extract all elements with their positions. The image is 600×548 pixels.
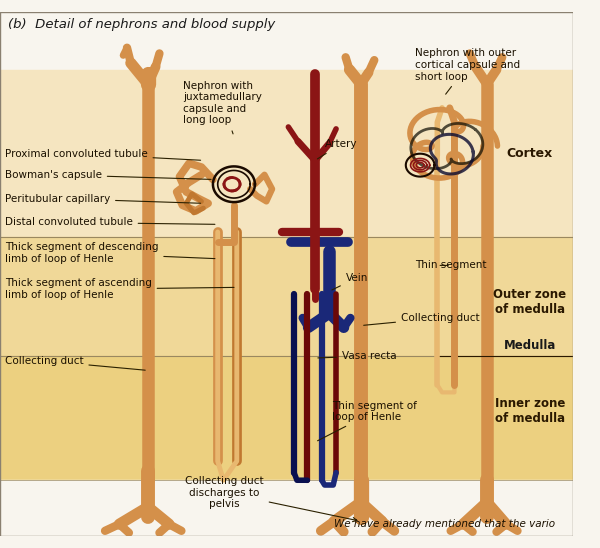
Text: Inner zone
of medulla: Inner zone of medulla [495,397,565,425]
Text: Peritubular capillary: Peritubular capillary [5,193,200,203]
Text: Collecting duct: Collecting duct [5,356,145,370]
Text: Collecting duct: Collecting duct [364,313,479,326]
Text: Medulla: Medulla [504,339,556,352]
Text: Thin segment of
loop of Henle: Thin segment of loop of Henle [317,401,417,441]
Text: Cortex: Cortex [507,147,553,160]
Text: Proximal convoluted tubule: Proximal convoluted tubule [5,149,200,160]
Text: Bowman's capsule: Bowman's capsule [5,170,211,180]
Text: Thick segment of ascending
limb of loop of Henle: Thick segment of ascending limb of loop … [5,278,234,300]
Text: Nephron with outer
cortical capsule and
short loop: Nephron with outer cortical capsule and … [415,48,520,94]
Text: We have already mentioned that the vario: We have already mentioned that the vario [334,519,556,529]
Text: Distal convoluted tubule: Distal convoluted tubule [5,218,215,227]
Bar [0,70,573,237]
Text: Nephron with
juxtamedullary
capsule and
long loop: Nephron with juxtamedullary capsule and … [184,81,262,134]
Text: Vasa recta: Vasa recta [318,351,397,361]
Bar [0,480,573,535]
Text: Collecting duct
discharges to
pelvis: Collecting duct discharges to pelvis [185,476,357,522]
Text: Vein: Vein [332,273,368,290]
Bar [0,356,573,480]
Text: Artery: Artery [317,139,357,159]
Bar [0,237,573,356]
Text: Thin segment: Thin segment [415,260,487,270]
Bar [0,13,573,70]
Text: Outer zone
of medulla: Outer zone of medulla [493,288,566,316]
Text: Thick segment of descending
limb of loop of Henle: Thick segment of descending limb of loop… [5,242,215,264]
Text: (b)  Detail of nephrons and blood supply: (b) Detail of nephrons and blood supply [8,18,275,31]
